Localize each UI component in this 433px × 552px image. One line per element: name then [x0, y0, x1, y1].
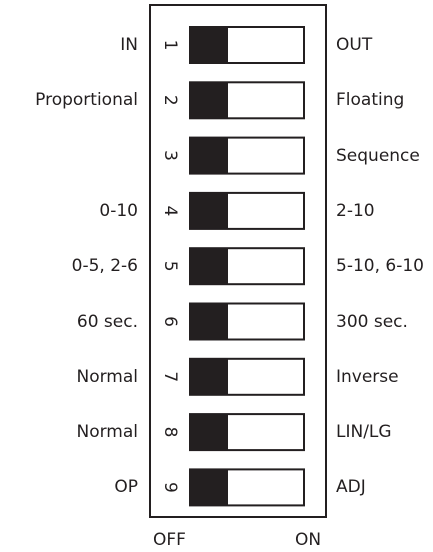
switch-4-on-label: 2-10 — [336, 200, 375, 221]
switch-8-knob[interactable] — [190, 414, 228, 451]
switch-3-on-label: Sequence — [336, 145, 420, 166]
switch-9-knob[interactable] — [190, 469, 228, 506]
switch-7-number: 7 — [160, 371, 180, 382]
switch-6-number: 6 — [160, 316, 180, 327]
switch-9-off-label: OP — [114, 477, 138, 498]
switch-9-on-label: ADJ — [336, 477, 366, 498]
switch-3-number: 3 — [160, 150, 180, 161]
switch-3-knob[interactable] — [190, 137, 228, 174]
switch-5-knob[interactable] — [190, 248, 228, 285]
switch-1-knob[interactable] — [190, 27, 228, 63]
switch-6-off-label: 60 sec. — [76, 311, 138, 332]
switch-5-number: 5 — [160, 261, 180, 272]
switch-1-on-label: OUT — [336, 35, 373, 55]
switch-8-number: 8 — [160, 427, 180, 438]
switch-2-on-label: Floating — [336, 90, 405, 111]
switch-4-off-label: 0-10 — [99, 200, 138, 221]
switch-1-number: 1 — [160, 40, 180, 51]
switch-1-off-label: IN — [120, 35, 138, 55]
switch-2-number: 2 — [160, 95, 180, 106]
switch-5-off-label: 0-5, 2-6 — [71, 256, 138, 277]
off-axis-label: OFF — [153, 530, 186, 550]
switch-9-number: 9 — [160, 482, 180, 493]
switch-2-knob[interactable] — [190, 82, 228, 119]
switch-7-knob[interactable] — [190, 358, 228, 395]
switch-7-on-label: Inverse — [336, 366, 399, 387]
switch-6-on-label: 300 sec. — [336, 311, 408, 332]
switch-8-on-label: LIN/LG — [336, 422, 392, 443]
switch-7-off-label: Normal — [76, 366, 138, 387]
on-axis-label: ON — [295, 530, 322, 550]
switch-8-off-label: Normal — [76, 422, 138, 443]
switch-2-off-label: Proportional — [35, 90, 138, 111]
switch-4-number: 4 — [160, 205, 180, 216]
switch-4-knob[interactable] — [190, 192, 228, 229]
switch-6-knob[interactable] — [190, 303, 228, 340]
switch-5-on-label: 5-10, 6-10 — [336, 256, 424, 277]
